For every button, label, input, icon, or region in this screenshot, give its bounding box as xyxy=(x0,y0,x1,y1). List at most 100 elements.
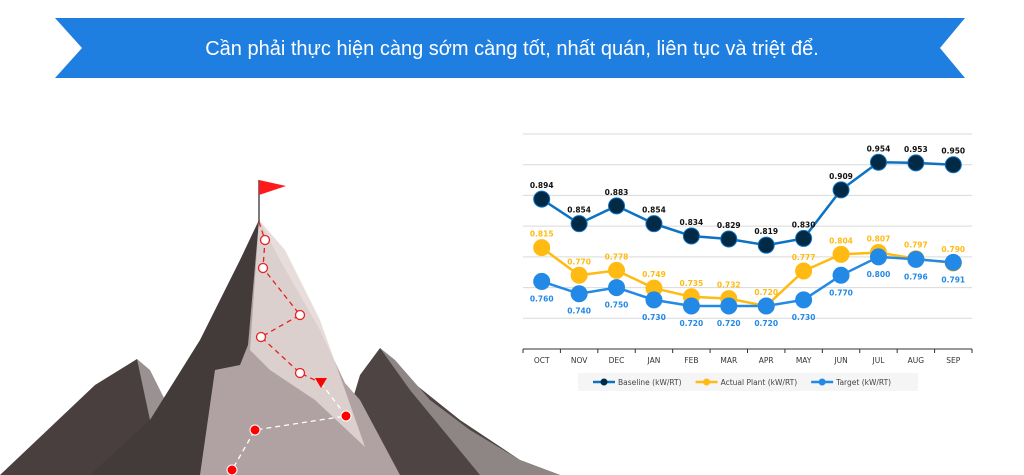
main-mountain-highlight xyxy=(250,220,365,447)
data-label: 0.777 xyxy=(792,253,816,262)
banner-ribbon xyxy=(55,18,965,78)
left-mountain-light xyxy=(137,359,165,420)
data-point xyxy=(869,153,887,171)
flag-icon xyxy=(259,180,286,195)
legend-box xyxy=(578,373,918,391)
data-label: 0.760 xyxy=(530,294,554,303)
data-point xyxy=(570,285,588,303)
data-point xyxy=(682,227,700,245)
data-point xyxy=(944,253,962,271)
data-point xyxy=(608,279,626,297)
legend-marker xyxy=(600,378,608,386)
data-label: 0.720 xyxy=(680,319,704,328)
x-tick-label: DEC xyxy=(609,356,625,365)
data-point xyxy=(570,215,588,233)
x-tick-label: MAR xyxy=(720,356,737,365)
data-label: 0.750 xyxy=(605,301,629,310)
data-label: 0.950 xyxy=(941,147,965,156)
data-label: 0.796 xyxy=(904,272,928,281)
data-point xyxy=(757,236,775,254)
data-label: 0.829 xyxy=(717,221,741,230)
data-label: 0.730 xyxy=(792,313,816,322)
data-point xyxy=(907,250,925,268)
data-label: 0.770 xyxy=(567,257,591,266)
x-tick-label: MAY xyxy=(796,356,812,365)
data-label: 0.770 xyxy=(829,288,853,297)
data-point xyxy=(608,197,626,215)
climbing-path-lower xyxy=(231,382,348,471)
data-label: 0.730 xyxy=(642,313,666,322)
data-label: 0.797 xyxy=(904,241,928,250)
data-label: 0.720 xyxy=(754,319,778,328)
right-mountain-light xyxy=(380,348,560,475)
data-label: 0.720 xyxy=(754,288,778,297)
data-label: 0.791 xyxy=(941,275,965,284)
waypoint-marker xyxy=(257,262,269,274)
data-point xyxy=(682,297,700,315)
legend-label: Target (kW/RT) xyxy=(835,378,891,387)
x-tick-label: APR xyxy=(759,356,774,365)
data-label: 0.894 xyxy=(530,181,554,190)
x-tick-label: NOV xyxy=(571,356,588,365)
data-label: 0.819 xyxy=(754,227,778,236)
data-point xyxy=(608,261,626,279)
banner xyxy=(55,18,965,78)
data-label: 0.883 xyxy=(605,188,629,197)
data-point xyxy=(533,239,551,257)
legend-label: Baseline (kW/RT) xyxy=(618,378,682,387)
data-label: 0.740 xyxy=(567,307,591,316)
data-label: 0.807 xyxy=(867,235,891,244)
waypoint-reached xyxy=(340,410,352,422)
x-tick-label: OCT xyxy=(534,356,550,365)
data-label: 0.830 xyxy=(792,220,816,229)
waypoint-marker xyxy=(259,234,271,246)
data-label: 0.735 xyxy=(680,279,704,288)
data-label: 0.778 xyxy=(605,252,629,261)
mountain-illustration xyxy=(0,180,560,475)
data-point xyxy=(944,156,962,174)
data-point xyxy=(795,291,813,309)
data-point xyxy=(795,262,813,280)
data-point xyxy=(645,215,663,233)
data-label: 0.909 xyxy=(829,172,853,181)
waypoint-marker xyxy=(255,331,267,343)
current-position-triangle xyxy=(315,378,327,388)
x-tick-label: AUG xyxy=(908,356,925,365)
data-label: 0.953 xyxy=(904,145,928,154)
x-tick-label: FEB xyxy=(684,356,698,365)
x-tick-label: JUN xyxy=(833,356,847,365)
data-label: 0.720 xyxy=(717,319,741,328)
data-point xyxy=(533,190,551,208)
data-label: 0.834 xyxy=(680,218,704,227)
waypoint-marker xyxy=(294,367,306,379)
legend-marker xyxy=(703,378,711,386)
banner-text: Cần phải thực hiện càng sớm càng tốt, nh… xyxy=(205,38,819,60)
data-label: 0.749 xyxy=(642,270,666,279)
data-point xyxy=(720,297,738,315)
waypoint-marker xyxy=(294,309,306,321)
data-label: 0.854 xyxy=(567,206,591,215)
data-point xyxy=(720,230,738,248)
data-label: 0.732 xyxy=(717,281,741,290)
x-tick-label: JAN xyxy=(647,356,661,365)
data-point xyxy=(533,272,551,290)
data-point xyxy=(832,245,850,263)
x-tick-label: SEP xyxy=(946,356,960,365)
data-label: 0.954 xyxy=(867,144,891,153)
waypoint-reached xyxy=(249,424,261,436)
data-point xyxy=(832,266,850,284)
data-point xyxy=(832,181,850,199)
data-label: 0.854 xyxy=(642,206,666,215)
data-label: 0.815 xyxy=(530,230,554,239)
data-point xyxy=(869,248,887,266)
legend-marker xyxy=(818,378,826,386)
data-point xyxy=(795,229,813,247)
waypoint-reached xyxy=(226,464,238,475)
data-point xyxy=(645,291,663,309)
data-point xyxy=(570,266,588,284)
series-line xyxy=(541,255,954,308)
data-label: 0.804 xyxy=(829,236,853,245)
x-tick-label: JUL xyxy=(872,356,886,365)
data-label: 0.800 xyxy=(867,270,891,279)
